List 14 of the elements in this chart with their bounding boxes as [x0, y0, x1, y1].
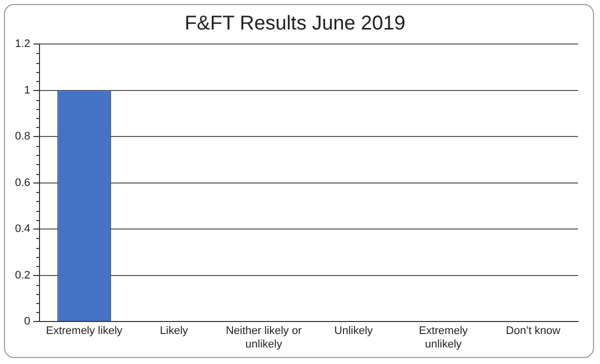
x-tick-label: Likely [160, 325, 189, 338]
x-tick-label: Extremely unlikely [418, 325, 468, 350]
y-tick-label: 1 [24, 84, 30, 96]
y-tick-label: 0.6 [14, 176, 30, 189]
chart-title: F&FT Results June 2019 [184, 12, 406, 35]
x-tick-label: Unlikely [334, 325, 374, 338]
x-tick-label: Neither likely or unlikely [226, 325, 302, 350]
x-tick-label: Extremely likely [46, 325, 123, 338]
y-tick-label: 0.8 [14, 130, 30, 143]
y-tick-label: 0 [24, 316, 30, 328]
y-tick-label: 0.2 [14, 269, 30, 282]
y-tick-label: 0.4 [14, 223, 30, 236]
x-tick-label: Don’t know [506, 325, 560, 338]
y-tick-label: 1.2 [14, 38, 30, 50]
